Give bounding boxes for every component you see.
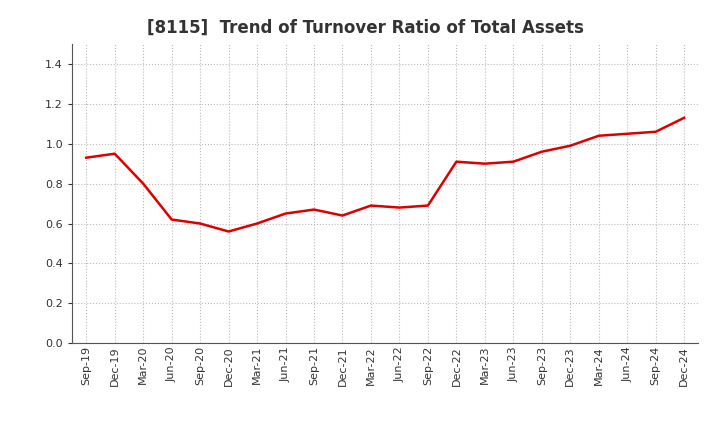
Text: [8115]  Trend of Turnover Ratio of Total Assets: [8115] Trend of Turnover Ratio of Total …	[147, 19, 584, 37]
